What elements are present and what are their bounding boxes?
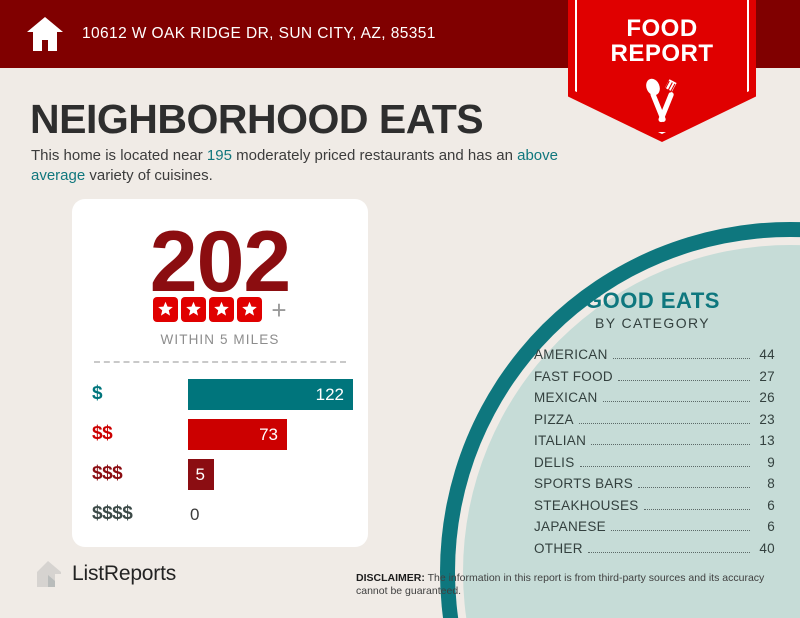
category-name: STEAKHOUSES [534, 497, 639, 513]
price-tier-value: 5 [195, 464, 205, 484]
price-tier-bar: 5 [188, 459, 214, 490]
category-row: ITALIAN 13 [534, 433, 775, 455]
category-count: 9 [767, 454, 775, 470]
star-rating: + [72, 294, 368, 325]
dot-leader [578, 422, 750, 424]
category-name: SPORTS BARS [534, 476, 634, 491]
category-row: STEAKHOUSES 6 [534, 498, 775, 520]
price-tier-row: $$ 73 [72, 415, 368, 455]
category-row: SPORTS BARS 8 [534, 476, 775, 498]
listreports-wordmark: ListReports [72, 562, 177, 585]
category-row: FAST FOOD 27 [534, 369, 775, 391]
plus-icon: + [271, 294, 287, 325]
price-tier-label: $$ [92, 423, 113, 444]
variety-highlight: above average [31, 147, 558, 184]
category-count: 44 [759, 347, 775, 362]
dot-leader [602, 401, 750, 402]
category-list: AMERICAN 44 FAST FOOD 27 MEXICAN 26 PIZZA 23 ITA… [520, 347, 785, 562]
category-row: JAPANESE 6 [534, 519, 775, 541]
dot-leader [591, 444, 750, 445]
category-name: JAPANESE [534, 519, 606, 534]
dot-leader [610, 530, 750, 531]
category-name: ITALIAN [534, 433, 587, 448]
disclaimer: DISCLAIMER: The information in this repo… [356, 572, 786, 598]
price-tier-bar: 122 [188, 379, 353, 410]
category-count: 23 [759, 411, 775, 427]
price-tier-row: $$$$ 0 [72, 495, 368, 535]
dot-leader [579, 465, 750, 467]
within-distance-label: WITHIN 5 MILES [160, 332, 280, 347]
category-count: 6 [767, 497, 775, 513]
category-name: PIZZA [534, 411, 574, 427]
price-tier-label: $$$$ [92, 503, 133, 524]
star-icon [237, 297, 263, 322]
listreports-logo: ListReports [33, 559, 176, 589]
price-tier-value: 122 [315, 384, 344, 404]
price-tier-bar-chart: $122 $$ 73 $$$ 5 $$$$ 0 [72, 375, 368, 535]
category-name: MEXICAN [534, 390, 598, 405]
food-report-badge: FOOD REPORT [568, 0, 756, 142]
page-subtitle: This home is located near 195 moderately… [31, 146, 561, 186]
star-icon [209, 297, 235, 322]
subtitle-text-1: This home is located near [31, 147, 207, 164]
category-name: OTHER [534, 540, 583, 556]
badge-line-1: FOOD [626, 15, 698, 42]
category-count: 40 [759, 540, 775, 556]
disclaimer-text: The information in this report is from t… [356, 572, 765, 597]
home-icon [27, 17, 63, 51]
listreports-house-icon [37, 561, 61, 587]
price-tier-label: $ [92, 383, 103, 404]
category-count: 8 [767, 476, 775, 491]
category-row: MEXICAN 26 [534, 390, 775, 412]
subtitle-text-2: moderately priced restaurants and has an [231, 147, 518, 164]
card-divider [94, 361, 346, 363]
good-eats-title: GOOD EATS [585, 288, 720, 313]
category-name: DELIS [534, 454, 575, 470]
category-count: 26 [759, 390, 775, 405]
category-name: AMERICAN [534, 347, 608, 362]
restaurant-total: 202 [149, 214, 292, 310]
category-row: AMERICAN 44 [534, 347, 775, 369]
price-tier-bar: 0 [188, 499, 208, 530]
dot-leader [587, 551, 750, 553]
category-count: 6 [767, 519, 775, 534]
price-tier-row: $$$ 5 [72, 455, 368, 495]
good-eats-subtitle: BY CATEGORY [595, 315, 710, 331]
good-eats-panel: GOOD EATS BY CATEGORY AMERICAN 44 FAST FOO… [520, 288, 785, 562]
category-count: 27 [759, 368, 775, 384]
price-tier-bar: 73 [188, 419, 287, 450]
price-tier-row: $122 [72, 375, 368, 415]
restaurant-stat-card: 202 + WITHIN 5 MILES $122 $$ 73 $$$ 5 $$$$ 0 [72, 199, 368, 547]
category-name: FAST FOOD [534, 368, 613, 384]
spoon-fork-icon [646, 78, 677, 123]
category-row: OTHER 40 [534, 541, 775, 563]
category-count: 13 [759, 433, 775, 448]
star-icon [153, 297, 179, 322]
dot-leader [638, 487, 750, 488]
dot-leader [617, 379, 750, 381]
property-address: 10612 W OAK RIDGE DR, SUN CITY, AZ, 8535… [82, 25, 436, 42]
page-title: NEIGHBORHOOD EATS [30, 96, 484, 142]
category-row: DELIS 9 [534, 455, 775, 477]
badge-inner-border [575, 0, 749, 134]
disclaimer-label: DISCLAIMER: [356, 572, 425, 584]
dot-leader [612, 358, 750, 359]
price-tier-value: 0 [190, 504, 200, 524]
badge-line-2: REPORT [610, 40, 714, 67]
star-icon [181, 297, 207, 322]
category-row: PIZZA 23 [534, 412, 775, 434]
subtitle-text-3: variety of cuisines. [85, 167, 213, 184]
badge-title: FOOD REPORT [568, 16, 756, 66]
dot-leader [643, 508, 750, 510]
restaurant-count-highlight: 195 [206, 147, 232, 164]
price-tier-value: 73 [259, 424, 278, 444]
price-tier-label: $$$ [92, 463, 123, 484]
